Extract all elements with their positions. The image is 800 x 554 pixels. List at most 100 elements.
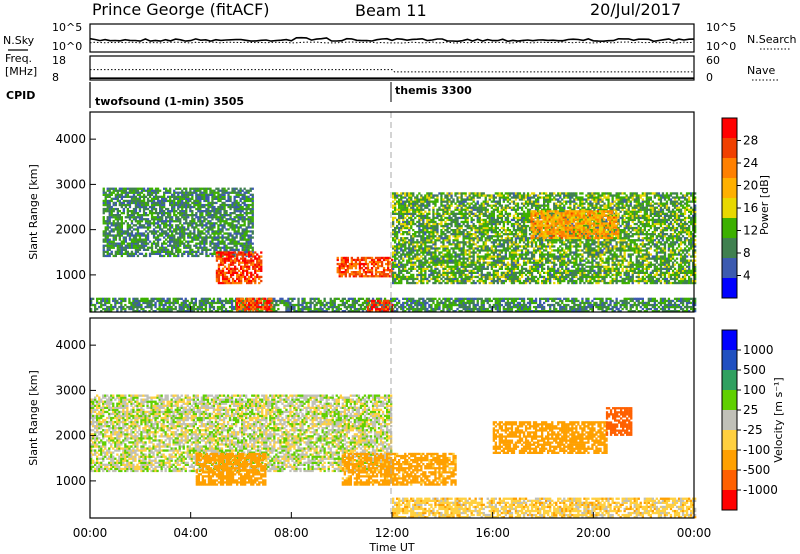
power-cell-1269 [591, 304, 593, 306]
power-cell-4695 [434, 225, 436, 227]
power-cell-1336 [622, 304, 624, 306]
power-cell-1070 [513, 300, 515, 302]
power-cell-1307 [607, 304, 609, 306]
power-cell-1761 [121, 222, 123, 224]
power-cell-537 [305, 306, 307, 308]
power-cell-4208 [406, 260, 408, 262]
power-cell-996 [485, 300, 487, 302]
power-cell-3736 [341, 257, 343, 259]
power-cell-3801 [359, 259, 361, 261]
power-cell-3220 [242, 220, 244, 222]
power-cell-282 [203, 304, 205, 306]
power-cell-863 [436, 308, 438, 310]
power-cell-4680 [434, 260, 436, 262]
power-cell-4470 [422, 270, 424, 272]
power-cell-1664 [113, 210, 115, 212]
power-cell-3754 [347, 271, 349, 273]
power-cell-3347 [252, 218, 254, 220]
power-cell-2910 [215, 208, 217, 210]
power-cell-1093 [521, 300, 523, 302]
power-cell-2311 [167, 214, 169, 216]
power-cell-1979 [139, 224, 141, 226]
power-cell-1680 [115, 228, 117, 230]
power-cell-1291 [601, 304, 603, 306]
power-cell-2996 [221, 190, 223, 192]
power-cell-3831 [369, 271, 371, 273]
power-cell-204 [173, 302, 175, 304]
power-cell-1870 [131, 241, 133, 243]
power-cell-3952 [385, 302, 387, 304]
power-cell-4593 [428, 219, 430, 221]
power-cell-1344 [626, 308, 628, 310]
power-cell-4665 [432, 207, 434, 209]
power-cell-3730 [341, 271, 343, 273]
power-cell-4666 [432, 203, 434, 205]
power-cell-3430 [226, 255, 228, 257]
power-cell-1484 [682, 308, 684, 310]
power-cell-3212 [242, 243, 244, 245]
power-cell-318 [217, 300, 219, 302]
power-cell-4469 [422, 274, 424, 276]
power-cell-2902 [215, 232, 217, 234]
power-cell-1655 [113, 236, 115, 238]
power-cell-807 [414, 300, 416, 302]
power-cell-4197 [404, 196, 406, 198]
power-cell-4195 [404, 203, 406, 205]
power-cell-1293 [601, 300, 603, 302]
power-cell-4571 [428, 276, 430, 278]
power-cell-1862 [129, 190, 131, 192]
power-cell-4814 [442, 213, 444, 215]
power-cell-1457 [670, 300, 672, 302]
power-cell-22 [100, 302, 102, 304]
power-cell-633 [346, 302, 348, 304]
power-cell-1863 [129, 188, 131, 190]
power-cell-4899 [448, 260, 450, 262]
power-cell-892 [446, 298, 448, 300]
power-cell-2235 [161, 230, 163, 232]
power-cell-3622 [260, 251, 262, 253]
power-cell-4137 [402, 270, 404, 272]
power-cell-646 [352, 306, 354, 308]
power-cell-1149 [543, 302, 545, 304]
power-cell-2966 [219, 204, 221, 206]
power-cell-1416 [654, 298, 656, 300]
power-cell-4751 [438, 223, 440, 225]
power-cell-1054 [507, 298, 509, 300]
power-cell-932 [463, 304, 465, 306]
power-cell-2798 [207, 236, 209, 238]
power-cell-2662 [195, 196, 197, 198]
power-cell-3594 [256, 274, 258, 276]
power-cell-1631 [111, 243, 113, 245]
power-cell-3261 [246, 251, 248, 253]
power-cell-2557 [187, 234, 189, 236]
power-cell-4071 [398, 264, 400, 266]
power-cell-3498 [238, 262, 240, 264]
power-cell-1562 [105, 204, 107, 206]
power-cell-839 [426, 308, 428, 310]
power-cell-3222 [242, 216, 244, 218]
power-cell-1733 [119, 226, 121, 228]
power-cell-2244 [161, 208, 163, 210]
power-cell-3843 [371, 257, 373, 259]
power-cell-254 [191, 298, 193, 300]
power-cell-1400 [648, 298, 650, 300]
power-cell-2192 [157, 218, 159, 220]
power-cell-4280 [410, 247, 412, 249]
power-cell-2618 [191, 194, 193, 196]
power-cell-3520 [242, 262, 244, 264]
power-cell-140 [148, 304, 150, 306]
power-cell-2816 [207, 194, 209, 196]
power-cell-3388 [220, 270, 222, 272]
power-cell-2351 [171, 245, 173, 247]
power-cell-2185 [157, 236, 159, 238]
power-cell-1420 [656, 300, 658, 302]
power-cell-500 [289, 302, 291, 304]
power-cell-4815 [442, 211, 444, 213]
power-cell-2354 [171, 236, 173, 238]
power-cell-1393 [646, 306, 648, 308]
power-cell-1125 [533, 300, 535, 302]
power-cell-4445 [420, 239, 422, 241]
power-cell-2593 [189, 194, 191, 196]
power-cell-1783 [123, 230, 125, 232]
power-cell-3372 [218, 282, 220, 284]
